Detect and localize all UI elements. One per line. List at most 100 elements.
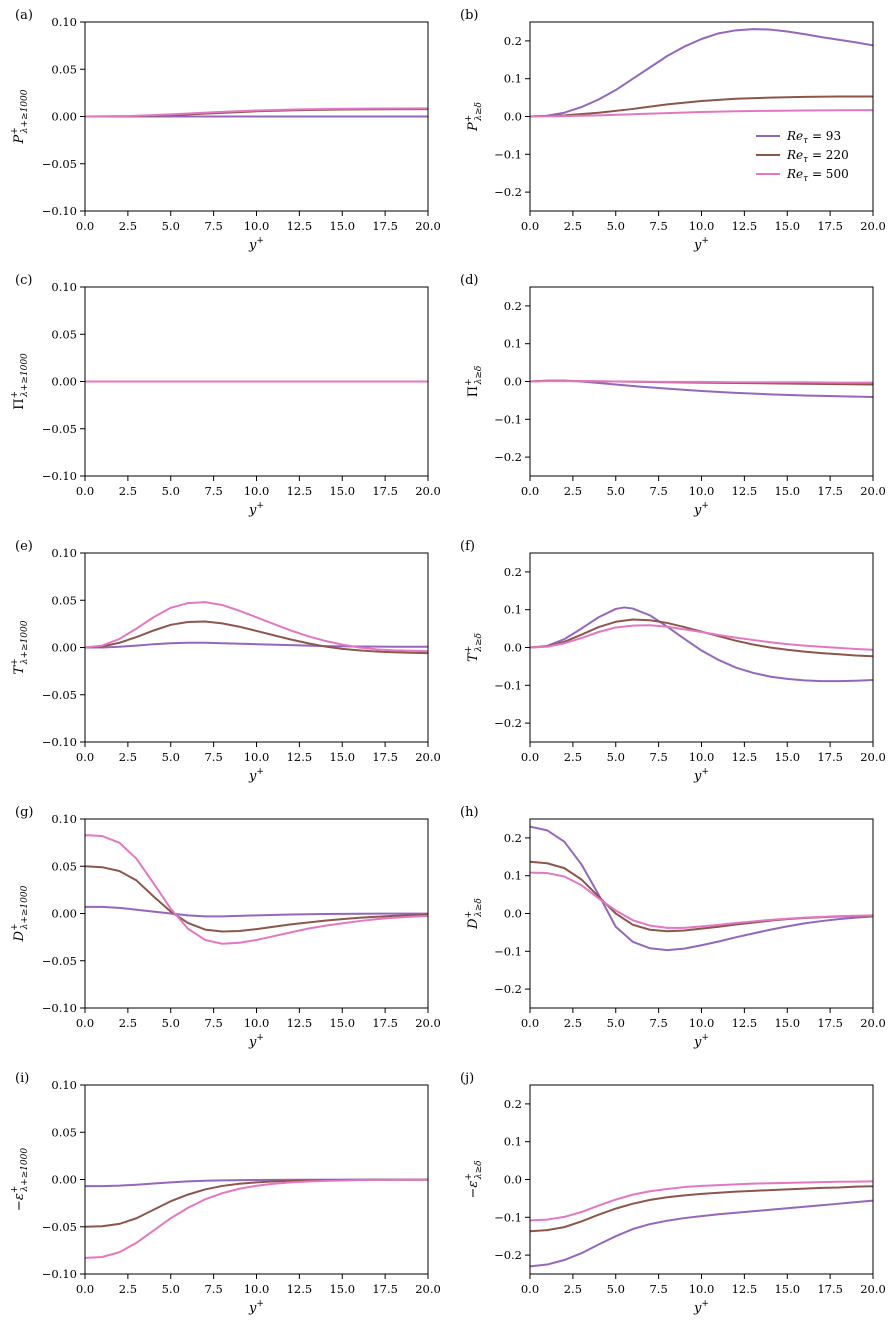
x-tick-label: 10.0 <box>244 1016 270 1030</box>
x-tick-label: 17.5 <box>817 1016 843 1030</box>
series-line-re500 <box>85 107 428 118</box>
x-tick-label: 5.0 <box>162 1016 180 1030</box>
x-tick-label: 20.0 <box>860 1016 886 1030</box>
x-axis-label: y+ <box>693 1299 709 1316</box>
x-tick-label: 5.0 <box>607 1016 625 1030</box>
panel-letter: (b) <box>460 8 478 23</box>
y-tick-label: −0.10 <box>42 1267 77 1281</box>
series-line-re500 <box>85 601 428 653</box>
x-tick-label: 15.0 <box>774 1016 800 1030</box>
series-group <box>530 606 873 683</box>
x-tick-label: 0.0 <box>76 1282 94 1296</box>
x-axis-label: y+ <box>248 1033 264 1050</box>
x-tick-label: 2.5 <box>119 219 137 233</box>
x-axis-label: y+ <box>693 767 709 784</box>
x-tick-label: 12.5 <box>732 1016 758 1030</box>
y-tick-label: 0.2 <box>504 831 522 845</box>
y-tick-label: −0.05 <box>42 422 77 436</box>
x-tick-label: 5.0 <box>162 1282 180 1296</box>
series-group <box>530 1180 873 1268</box>
x-tick-label: 15.0 <box>329 1016 355 1030</box>
x-tick-label: 7.5 <box>649 484 667 498</box>
x-tick-label: 15.0 <box>329 484 355 498</box>
panel-letter: (h) <box>460 805 479 820</box>
series-group <box>85 834 428 945</box>
y-tick-label: −0.1 <box>494 412 522 426</box>
x-tick-label: 20.0 <box>860 1282 886 1296</box>
x-tick-label: 15.0 <box>774 219 800 233</box>
y-tick-label: 0.1 <box>504 337 522 351</box>
series-line-re93 <box>530 825 873 952</box>
x-tick-label: 17.5 <box>372 219 398 233</box>
legend-label-re93: Reτ = 93 <box>786 129 841 146</box>
y-tick-label: −0.2 <box>494 450 522 464</box>
x-tick-label: 2.5 <box>564 1016 582 1030</box>
x-tick-label: 15.0 <box>329 219 355 233</box>
y-tick-label: 0.05 <box>51 1125 77 1139</box>
y-tick-label: −0.2 <box>494 716 522 730</box>
x-tick-label: 7.5 <box>649 750 667 764</box>
x-tick-label: 10.0 <box>244 1282 270 1296</box>
x-tick-label: 17.5 <box>817 484 843 498</box>
x-tick-label: 5.0 <box>607 750 625 764</box>
y-tick-label: 0.10 <box>51 280 77 294</box>
x-tick-label: 0.0 <box>76 1016 94 1030</box>
y-tick-label: 0.1 <box>504 603 522 617</box>
x-tick-label: 12.5 <box>287 484 313 498</box>
y-axis-label: P+λ≥δ <box>464 102 484 132</box>
y-tick-label: 0.10 <box>51 1078 77 1092</box>
x-tick-label: 7.5 <box>649 219 667 233</box>
y-axis-label: T+λ≥δ <box>464 633 484 662</box>
panel-h: (h) 0.0 2.5 5.0 7.5 10.0 12.5 15.0 17.5 20.0 −0.2 −… <box>460 805 886 1050</box>
series-line-re220 <box>85 620 428 655</box>
y-tick-label: 0.0 <box>504 641 522 655</box>
x-tick-label: 2.5 <box>564 484 582 498</box>
x-tick-label: 17.5 <box>817 219 843 233</box>
x-axis-label: y+ <box>248 1299 264 1316</box>
panel-letter: (g) <box>15 805 33 820</box>
x-tick-label: 12.5 <box>732 750 758 764</box>
series-line-re93 <box>530 28 873 118</box>
axes-frame <box>529 1084 874 1275</box>
panel-letter: (f) <box>460 539 475 554</box>
axes-frame <box>529 818 874 1009</box>
x-tick-label: 17.5 <box>817 1282 843 1296</box>
x-tick-label: 17.5 <box>372 750 398 764</box>
series-line-re500 <box>530 380 873 384</box>
x-tick-label: 10.0 <box>244 750 270 764</box>
x-tick-label: 15.0 <box>329 750 355 764</box>
y-tick-label: 0.1 <box>504 72 522 86</box>
x-tick-label: 7.5 <box>204 1016 222 1030</box>
x-tick-label: 2.5 <box>564 750 582 764</box>
series-line-re220 <box>530 1185 873 1233</box>
series-line-re500 <box>530 1180 873 1222</box>
y-tick-label: −0.10 <box>42 735 77 749</box>
series-line-re500 <box>530 624 873 651</box>
y-tick-label: 0.0 <box>504 110 522 124</box>
panel-letter: (a) <box>15 8 33 23</box>
y-tick-label: −0.05 <box>42 688 77 702</box>
y-tick-label: 0.2 <box>504 1097 522 1111</box>
x-tick-label: 7.5 <box>204 750 222 764</box>
series-line-re500 <box>530 871 873 929</box>
x-tick-label: 5.0 <box>607 484 625 498</box>
x-tick-label: 0.0 <box>521 1282 539 1296</box>
legend-label-re220: Reτ = 220 <box>786 148 849 165</box>
series-line-re93 <box>530 606 873 683</box>
y-axis-label: Π+λ≥δ <box>464 366 484 398</box>
y-tick-label: 0.10 <box>51 546 77 560</box>
x-tick-label: 7.5 <box>649 1282 667 1296</box>
x-tick-label: 10.0 <box>244 484 270 498</box>
y-tick-label: −0.2 <box>494 185 522 199</box>
x-tick-label: 10.0 <box>689 219 715 233</box>
series-line-re500 <box>85 1178 428 1259</box>
y-tick-label: −0.10 <box>42 1001 77 1015</box>
x-tick-label: 0.0 <box>521 219 539 233</box>
x-tick-label: 12.5 <box>732 219 758 233</box>
y-axis-label: −ε+λ+≥1000 <box>10 1148 30 1211</box>
x-tick-label: 2.5 <box>119 750 137 764</box>
x-tick-label: 17.5 <box>372 1016 398 1030</box>
x-tick-label: 20.0 <box>860 219 886 233</box>
y-axis-label: Π+λ+≥1000 <box>10 353 30 410</box>
y-tick-label: −0.1 <box>494 1210 522 1224</box>
